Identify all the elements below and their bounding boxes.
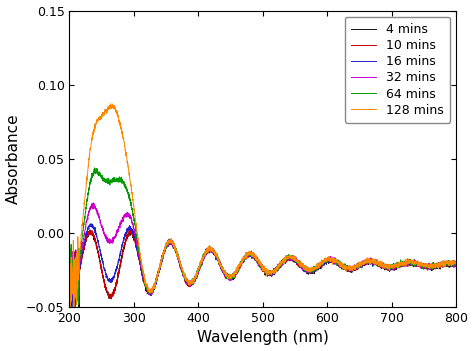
10 mins: [111, 289, 117, 293]
16 mins: [88, 222, 93, 226]
4 mins: [215, 259, 221, 263]
10 mins: [134, 246, 140, 250]
32 mins: [67, 307, 73, 312]
64 mins: [446, 260, 452, 264]
128 mins: [67, 272, 73, 276]
128 mins: [108, 102, 113, 106]
32 mins: [134, 242, 140, 246]
64 mins: [76, 302, 82, 306]
10 mins: [446, 261, 452, 265]
16 mins: [111, 275, 117, 279]
4 mins: [134, 247, 140, 252]
10 mins: [454, 263, 459, 267]
4 mins: [446, 265, 452, 270]
128 mins: [67, 313, 73, 317]
64 mins: [405, 259, 410, 264]
Legend: 4 mins, 10 mins, 16 mins, 32 mins, 64 mins, 128 mins: 4 mins, 10 mins, 16 mins, 32 mins, 64 mi…: [345, 17, 450, 123]
128 mins: [446, 261, 452, 265]
4 mins: [67, 267, 73, 271]
Line: 128 mins: 128 mins: [70, 104, 456, 315]
4 mins: [111, 290, 117, 294]
16 mins: [67, 276, 73, 280]
Line: 32 mins: 32 mins: [70, 203, 456, 310]
32 mins: [91, 201, 96, 205]
16 mins: [454, 261, 459, 265]
128 mins: [232, 272, 238, 276]
16 mins: [70, 310, 76, 314]
4 mins: [454, 264, 459, 268]
Line: 64 mins: 64 mins: [70, 168, 456, 304]
128 mins: [215, 258, 221, 262]
Line: 10 mins: 10 mins: [70, 229, 456, 312]
32 mins: [111, 236, 117, 240]
64 mins: [454, 260, 459, 265]
128 mins: [111, 106, 117, 111]
128 mins: [134, 228, 140, 232]
4 mins: [232, 272, 238, 277]
32 mins: [405, 258, 410, 263]
16 mins: [446, 263, 452, 267]
32 mins: [232, 271, 238, 276]
10 mins: [73, 310, 78, 314]
10 mins: [215, 257, 221, 261]
16 mins: [215, 259, 221, 263]
32 mins: [446, 261, 452, 265]
64 mins: [215, 257, 221, 261]
X-axis label: Wavelength (nm): Wavelength (nm): [197, 330, 329, 345]
64 mins: [111, 177, 117, 181]
64 mins: [92, 166, 98, 170]
16 mins: [134, 245, 140, 250]
10 mins: [232, 272, 238, 276]
128 mins: [454, 261, 459, 265]
10 mins: [67, 267, 73, 271]
64 mins: [232, 272, 238, 277]
Y-axis label: Absorbance: Absorbance: [6, 113, 20, 204]
32 mins: [67, 269, 73, 273]
16 mins: [232, 272, 238, 276]
16 mins: [405, 260, 410, 265]
32 mins: [454, 262, 459, 266]
128 mins: [405, 262, 410, 266]
4 mins: [87, 228, 93, 232]
32 mins: [215, 258, 221, 262]
Line: 4 mins: 4 mins: [70, 230, 456, 316]
64 mins: [67, 263, 73, 267]
64 mins: [134, 235, 140, 239]
Line: 16 mins: 16 mins: [70, 224, 456, 312]
4 mins: [76, 314, 82, 318]
4 mins: [405, 261, 410, 265]
10 mins: [128, 227, 133, 231]
10 mins: [405, 259, 410, 264]
